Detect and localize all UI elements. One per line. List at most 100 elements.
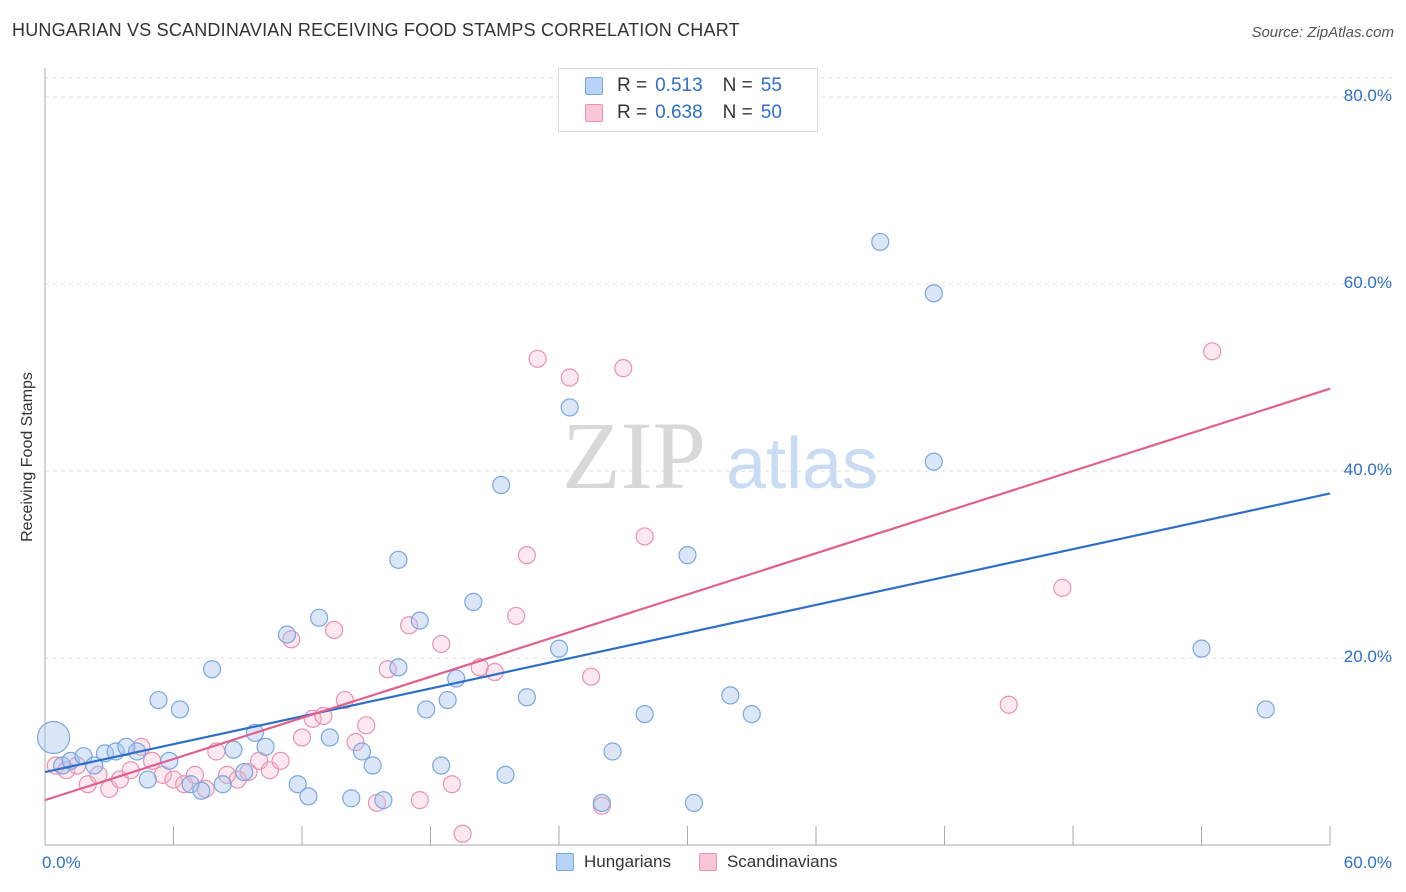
watermark: ZIP atlas [562,402,878,509]
hungarians-points [36,232,1275,813]
scandinavians-point [292,728,312,747]
hungarians-point [213,775,232,794]
hungarians-swatch [585,77,603,95]
scandinavians-point [239,762,258,782]
hungarians-point [170,700,190,719]
n-label: N = [722,102,753,123]
scandinavians-point [635,527,654,546]
scandinavians-point [453,824,472,843]
scandinavians-trendline [44,387,1331,802]
scandinavians-point [560,368,579,387]
hungarians-point [432,756,451,775]
scandinavians-point [185,765,205,784]
hungarians-point [149,690,168,710]
correlation-legend: R = 0.513 N = 55 R = 0.638 N = 50 [558,68,818,132]
hungarians-point [352,742,372,761]
scandinavians-swatch [585,104,603,122]
hungarians-point [517,688,536,707]
hungarians-point [560,398,579,417]
r-value: 0.513 [655,75,703,96]
series-legend: Hungarians Scandinavians [556,852,866,872]
hungarians-point [389,658,408,677]
scandinavians-point [399,616,419,635]
hungarians-point [138,770,157,789]
scandinavians-point [357,716,376,735]
hungarians-point [417,700,436,719]
legend-label: Scandinavians [726,852,838,871]
hungarians-point [721,686,740,705]
hungarians-point [36,720,71,755]
hungarians-point [363,756,382,775]
hungarians-point [181,775,200,794]
hungarians-point [410,611,429,630]
hungarians-point [492,475,511,495]
scandinavians-point [164,770,183,789]
n-value: 55 [760,75,782,96]
hungarians-point [592,793,611,813]
y-tick-label: 60.0% [1343,273,1392,292]
hungarians-point [288,775,307,794]
hungarians-point [684,793,704,813]
hungarians-point [438,690,457,710]
scandinavians-point [582,667,601,686]
y-tick-label: 80.0% [1343,86,1392,105]
legend-item-scandinavians[interactable]: Scandinavians [698,852,838,872]
hungarians-point [924,452,943,471]
hungarians-point [374,791,393,810]
hungarians-point [342,789,361,808]
x-tick-label-min: 0.0% [42,853,81,872]
hungarians-point [549,639,569,658]
hungarians-point [202,660,222,679]
scandinavians-point [1203,342,1222,361]
axes [44,68,1331,846]
y-tick-label: 20.0% [1343,647,1392,666]
scandinavians-point [325,620,344,640]
n-label: N = [722,75,753,96]
hungarians-point [742,704,761,724]
legend-row-scandinavians: R = 0.638 N = 50 [585,100,782,126]
trendlines [44,387,1331,802]
scandinavians-point [271,751,290,770]
hungarians-point [389,550,408,569]
watermark-atlas: atlas [726,424,878,504]
hungarians-point [871,232,890,252]
scandinavians-swatch [698,853,717,871]
scandinavians-point [614,359,633,378]
legend-label: Hungarians [584,852,671,871]
scandinavians-point [335,690,354,710]
hungarians-trendline [44,492,1331,774]
hungarians-point [299,787,318,806]
scandinavians-point [432,634,451,654]
y-tick-label: 40.0% [1343,460,1392,479]
hungarians-swatch [556,853,574,871]
scandinavians-point [528,349,547,368]
chart-title: HUNGARIAN VS SCANDINAVIAN RECEIVING FOOD… [12,20,740,40]
scandinavians-point [410,791,429,810]
hungarians-point [635,704,654,724]
hungarians-point [603,742,622,761]
hungarians-point [310,608,329,627]
hungarians-point [924,284,943,303]
hungarians-point [192,781,211,800]
n-value: 50 [760,102,782,123]
scandinavians-point [346,733,365,752]
scandinavians-point [485,662,504,682]
gridlines [45,77,1392,659]
scandinavians-point [517,546,536,565]
legend-item-hungarians[interactable]: Hungarians [556,852,671,872]
x-tick-label-max: 60.0% [1343,853,1392,872]
hungarians-point [1256,700,1275,719]
hungarians-point [464,592,483,612]
hungarians-point [1192,639,1211,658]
watermark-zip: ZIP [562,402,706,509]
r-label: R = [617,75,648,96]
r-value: 0.638 [655,102,703,123]
hungarians-point [235,762,254,782]
scandinavians-point [442,775,462,794]
legend-row-hungarians: R = 0.513 N = 55 [585,73,782,99]
hungarians-point [320,728,339,747]
scandinavians-point [999,695,1018,714]
hungarians-point [496,765,515,784]
source-label: Source: ZipAtlas.com [1251,24,1394,41]
